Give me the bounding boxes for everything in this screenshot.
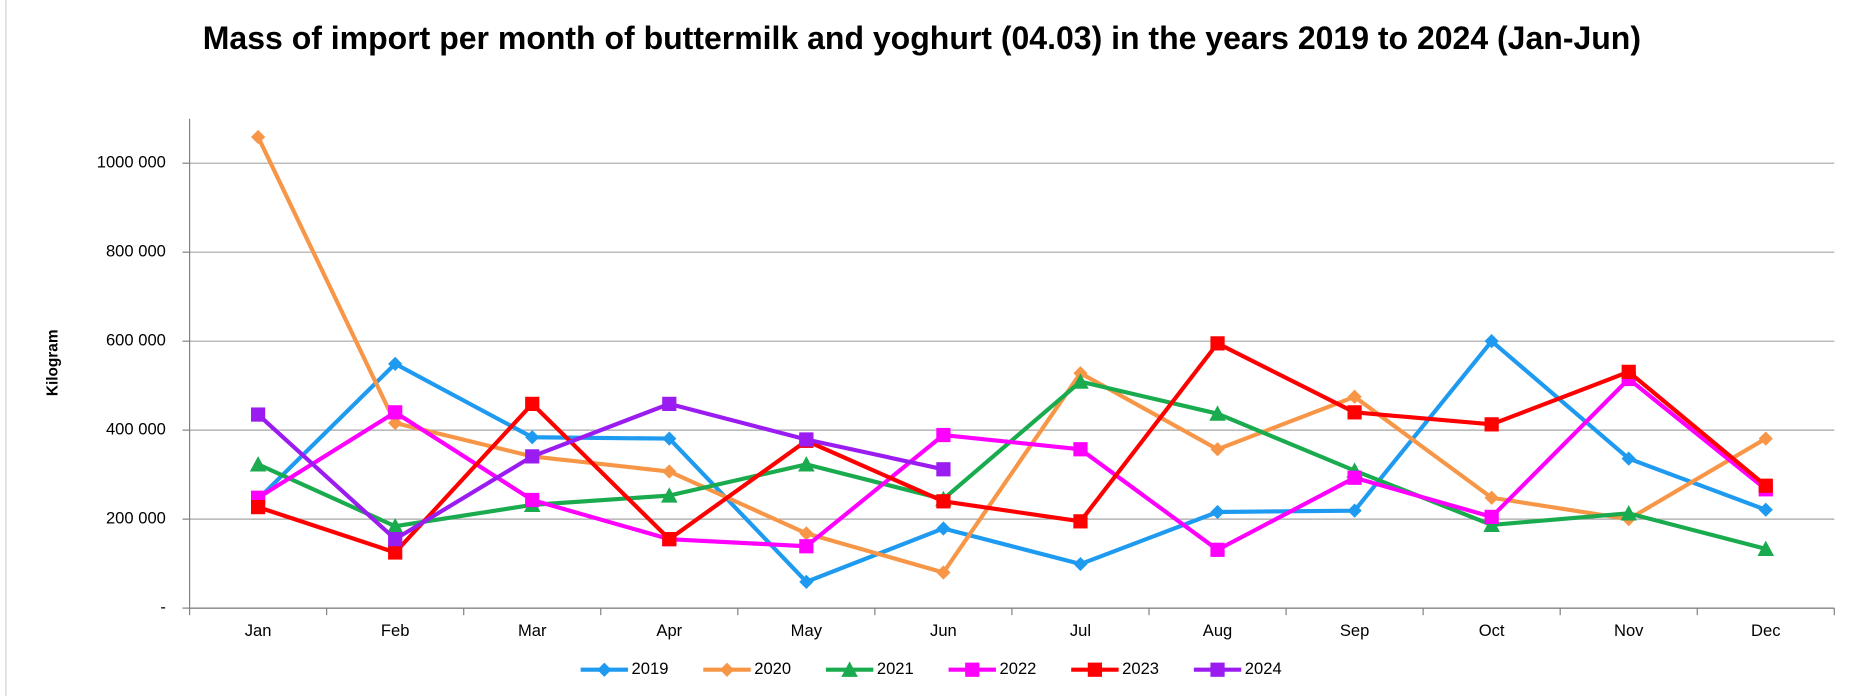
data-point (1757, 540, 1775, 557)
data-point (936, 494, 951, 509)
data-point (1483, 516, 1500, 533)
y-tick-label: 600 000 (106, 331, 166, 350)
data-point (1072, 373, 1089, 389)
data-point (386, 517, 404, 534)
data-point (661, 487, 678, 503)
data-point (1073, 514, 1088, 529)
series-line (256, 339, 1767, 584)
legend-item: 2023 (1071, 659, 1159, 678)
legend-marker (965, 662, 980, 677)
data-point (1210, 504, 1225, 520)
y-tick-label: 400 000 (106, 420, 166, 439)
data-point (525, 396, 540, 411)
y-axis-label: Kilogram (44, 329, 61, 396)
x-tick-label: Nov (1614, 621, 1644, 640)
y-tick-label: - (160, 597, 166, 616)
legend-label: 2024 (1245, 659, 1282, 678)
data-point (249, 456, 267, 472)
series-line (257, 376, 1768, 552)
data-point (525, 449, 540, 464)
data-point (798, 456, 815, 472)
y-tick-label: 800 000 (106, 242, 166, 261)
x-tick-label: Oct (1479, 621, 1505, 640)
data-point (1621, 451, 1636, 466)
series (251, 396, 951, 547)
legend-item: 2024 (1193, 659, 1282, 678)
data-point (251, 407, 266, 422)
data-point (1073, 366, 1088, 381)
data-point (1209, 405, 1226, 421)
x-tick-label: Jun (930, 621, 957, 640)
data-point (1484, 509, 1499, 525)
legend-label: 2021 (877, 659, 914, 678)
data-point (662, 464, 677, 479)
x-tick-label: Aug (1203, 621, 1233, 640)
data-point (1621, 364, 1636, 379)
data-point (1073, 556, 1088, 572)
legend-label: 2022 (1000, 659, 1037, 678)
data-point (936, 521, 951, 536)
data-point (799, 432, 814, 447)
data-point (1073, 442, 1088, 457)
legend-item: 2022 (948, 659, 1037, 678)
y-tick-label: 200 000 (106, 508, 166, 527)
legend-label: 2019 (632, 659, 669, 678)
data-point (388, 532, 403, 547)
x-tick-label: Feb (381, 621, 410, 640)
data-point (936, 462, 951, 477)
title-box: Mass of import per month of buttermilk a… (202, 20, 1642, 56)
legend-label: 2020 (754, 659, 791, 678)
data-point (662, 396, 677, 411)
series (251, 336, 1773, 560)
x-tick-label: May (791, 621, 823, 640)
data-point (799, 526, 814, 541)
data-point (799, 539, 814, 554)
data-point (1347, 405, 1362, 420)
series-line (256, 401, 944, 542)
y-tick-label: 1000 000 (97, 153, 166, 172)
data-point (251, 129, 266, 145)
legend-item: 2019 (580, 659, 669, 678)
legend-marker (1087, 662, 1103, 677)
x-tick-label: Mar (518, 621, 547, 640)
x-tick-label: Apr (656, 621, 682, 640)
chart-title: Mass of import per month of buttermilk a… (202, 20, 1642, 56)
x-tick-label: Jan (245, 621, 272, 640)
legend-item: 2021 (825, 659, 914, 678)
data-point (251, 499, 266, 515)
legend-marker (719, 662, 735, 677)
data-point (936, 427, 951, 443)
data-point (525, 492, 540, 508)
data-point (1210, 542, 1225, 557)
data-point (388, 545, 403, 560)
x-tick-label: Sep (1340, 621, 1370, 640)
data-point (1347, 503, 1362, 518)
legend-item: 2020 (703, 659, 791, 678)
chart-frame (5, 0, 7, 696)
legend-marker (841, 661, 858, 677)
data-point (1758, 478, 1773, 493)
data-point (388, 405, 403, 420)
series-line (257, 341, 1768, 555)
legend-label: 2023 (1122, 659, 1159, 678)
x-tick-label: Jul (1070, 621, 1091, 640)
data-point (1620, 505, 1638, 521)
series-line (256, 136, 1767, 575)
data-point (936, 565, 951, 580)
data-point (1210, 336, 1225, 351)
legend-marker (597, 662, 612, 677)
data-point (1347, 470, 1362, 485)
data-point (1758, 502, 1773, 517)
data-point (1758, 431, 1773, 446)
data-point (799, 574, 814, 589)
data-point (662, 532, 677, 547)
x-tick-label: Dec (1751, 621, 1780, 640)
data-point (1484, 417, 1499, 432)
series (251, 371, 1773, 557)
legend-marker (1210, 662, 1225, 677)
